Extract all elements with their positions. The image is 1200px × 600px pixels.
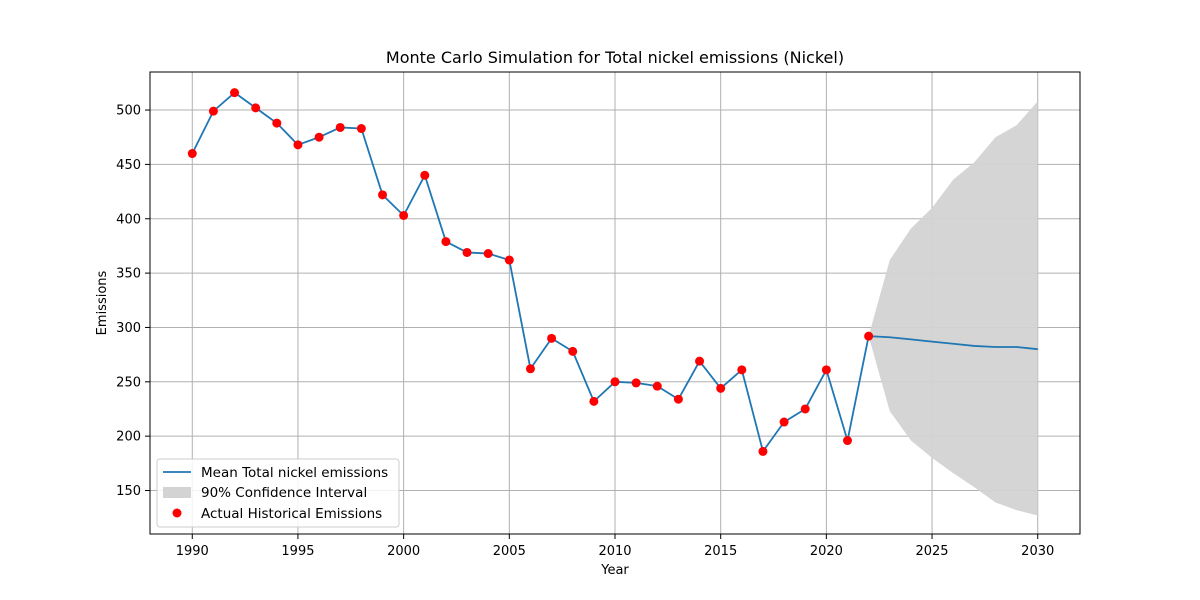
x-tick-label: 2000 (387, 544, 420, 559)
legend-band-label: 90% Confidence Interval (201, 485, 367, 501)
y-axis-ticks: 150 200 250 300 350 400 450 500 (116, 104, 150, 499)
historical-point (821, 365, 831, 375)
y-axis-label: Emissions (95, 270, 110, 335)
historical-point (378, 190, 387, 200)
historical-point (272, 118, 282, 128)
historical-point (208, 106, 218, 116)
historical-points (187, 88, 874, 456)
historical-point (399, 210, 409, 220)
historical-point (568, 346, 578, 356)
historical-point (314, 132, 324, 142)
y-tick-label: 500 (116, 104, 141, 119)
historical-point (483, 249, 493, 259)
confidence-band (868, 101, 1038, 516)
historical-point (251, 103, 261, 113)
historical-point (652, 381, 662, 391)
legend-band-swatch (163, 487, 191, 498)
historical-point (864, 331, 874, 341)
historical-point (631, 378, 641, 388)
x-tick-label: 1995 (281, 544, 314, 559)
legend: Mean Total nickel emissions 90% Confiden… (156, 458, 400, 528)
historical-point (187, 149, 197, 159)
x-tick-label: 2030 (1021, 544, 1054, 559)
legend-scatter-label: Actual Historical Emissions (201, 506, 382, 522)
y-tick-label: 450 (116, 158, 141, 173)
legend-mean-label: Mean Total nickel emissions (201, 465, 388, 481)
historical-point (695, 356, 705, 366)
historical-point (547, 333, 557, 343)
historical-point (737, 365, 747, 375)
confidence-band-area (868, 101, 1038, 516)
x-tick-label: 2005 (493, 544, 526, 559)
historical-point (673, 394, 683, 404)
x-tick-label: 2015 (704, 544, 737, 559)
historical-point (758, 446, 768, 456)
historical-point (441, 237, 451, 247)
y-tick-label: 200 (116, 430, 141, 445)
historical-point (504, 255, 514, 265)
legend-scatter-swatch (172, 508, 182, 518)
historical-point (356, 124, 366, 134)
historical-point (843, 436, 852, 446)
x-tick-label: 1990 (176, 544, 209, 559)
historical-point (610, 377, 620, 387)
y-tick-label: 250 (116, 375, 141, 390)
historical-point (420, 170, 430, 180)
x-tick-label: 2025 (915, 544, 948, 559)
historical-point (779, 417, 789, 427)
y-tick-label: 400 (116, 212, 141, 227)
historical-point (589, 396, 599, 406)
historical-point (230, 88, 240, 98)
x-axis-label: Year (600, 563, 629, 578)
legend-box (156, 458, 400, 528)
historical-point (335, 122, 345, 132)
x-axis-ticks: 1990 1995 2000 2005 2010 2015 2020 2025 2030 (176, 534, 1054, 559)
y-tick-label: 150 (116, 484, 141, 499)
historical-point (525, 364, 535, 374)
historical-point (293, 140, 303, 150)
historical-point (716, 383, 726, 393)
y-tick-label: 300 (116, 321, 141, 336)
y-tick-label: 350 (116, 267, 141, 282)
chart-title: Monte Carlo Simulation for Total nickel … (386, 48, 844, 67)
x-tick-label: 2010 (598, 544, 631, 559)
x-tick-label: 2020 (810, 544, 843, 559)
historical-point (462, 247, 472, 257)
historical-point (800, 404, 810, 414)
